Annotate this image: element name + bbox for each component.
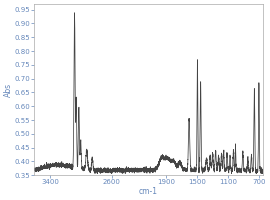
X-axis label: cm-1: cm-1 [139, 187, 158, 196]
Y-axis label: Abs: Abs [4, 83, 13, 97]
